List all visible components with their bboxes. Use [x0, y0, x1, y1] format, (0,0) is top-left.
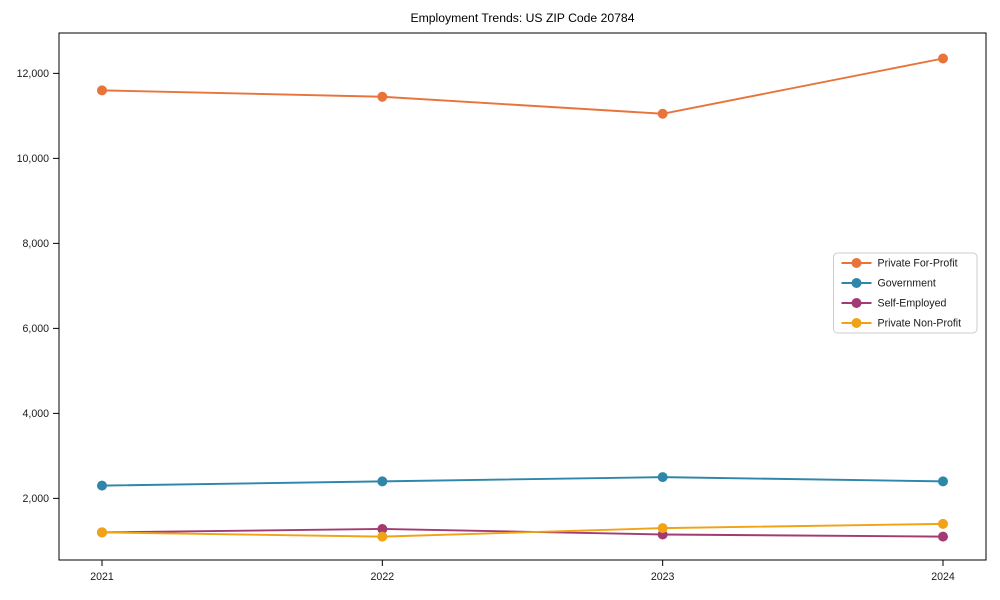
data-point-self-employed — [938, 531, 948, 542]
y-axis-tick-label: 10,000 — [17, 153, 50, 165]
legend-item-government: Government — [841, 278, 936, 290]
data-point-private-non-profit — [97, 527, 107, 538]
plot-area: 2,000 4,000 6,000 8,000 10,000 12,000 2021 2022… — [17, 32, 987, 583]
legend-label: Government — [878, 278, 936, 290]
x-axis-tick-label: 2022 — [371, 571, 395, 583]
legend-label: Private For-Profit — [878, 258, 958, 270]
x-axis-tick-label: 2024 — [931, 571, 955, 583]
y-axis-tick-label: 12,000 — [17, 68, 50, 80]
legend: Private For-Profit Government Self-Employe… — [833, 252, 978, 334]
legend-marker-icon — [851, 318, 862, 328]
data-point-private-for-profit — [657, 108, 668, 119]
data-point-private-for-profit — [377, 91, 388, 102]
data-point-government — [377, 476, 388, 487]
data-point-private-for-profit — [97, 85, 107, 96]
y-axis-tick-label: 8,000 — [22, 238, 49, 250]
legend-marker-icon — [851, 258, 862, 268]
y-axis-tick-label: 2,000 — [22, 493, 49, 505]
x-axis-tick-label: 2021 — [90, 571, 114, 583]
legend-item-self-employed: Self-Employed — [841, 298, 947, 310]
legend-marker-icon — [851, 278, 862, 288]
legend-item-private-for-profit: Private For-Profit — [841, 258, 958, 270]
data-point-government — [657, 472, 668, 483]
data-point-government — [97, 480, 107, 491]
legend-box — [833, 252, 978, 334]
plot-frame — [58, 32, 987, 561]
data-point-private-non-profit — [657, 523, 668, 534]
data-point-self-employed — [377, 523, 388, 534]
series-layer — [97, 53, 948, 542]
data-point-government — [938, 476, 948, 487]
legend-label: Self-Employed — [878, 298, 947, 310]
legend-label: Private Non-Profit — [878, 318, 962, 330]
y-axis-tick-label: 4,000 — [22, 408, 49, 420]
series-line-private-non-profit — [101, 522, 944, 538]
data-point-private-non-profit — [377, 531, 388, 542]
series-line-private-for-profit — [101, 57, 944, 115]
y-axis-tick-label: 6,000 — [22, 323, 49, 335]
x-axis-tick-label: 2023 — [651, 571, 675, 583]
data-point-private-for-profit — [938, 53, 948, 64]
legend-item-private-non-profit: Private Non-Profit — [841, 318, 962, 330]
series-line-government — [101, 476, 944, 487]
chart-title: Employment Trends: US ZIP Code 20784 — [410, 11, 635, 25]
legend-marker-icon — [851, 298, 862, 308]
data-point-private-non-profit — [938, 518, 948, 529]
